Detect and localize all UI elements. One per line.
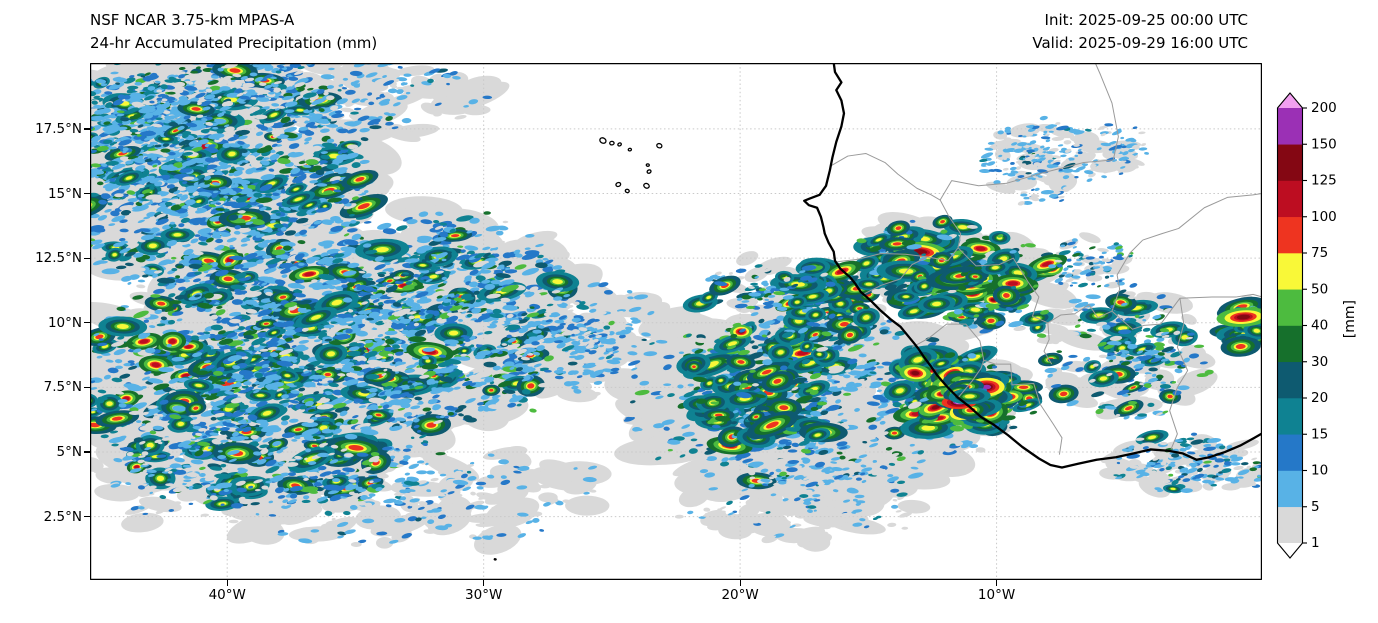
colorbar-segment xyxy=(1277,325,1303,363)
colorbar-segment xyxy=(1277,361,1303,399)
y-axis-tick-mark xyxy=(84,128,90,130)
precipitation-map-canvas xyxy=(90,63,1262,580)
valid-time-label: Valid: 2025-09-29 16:00 UTC xyxy=(1032,34,1248,52)
colorbar-segment xyxy=(1277,398,1303,435)
y-axis-tick-label: 10°N xyxy=(47,314,82,331)
colorbar-segment xyxy=(1277,144,1303,181)
colorbar-segment xyxy=(1277,108,1303,145)
y-axis-tick-label: 5°N xyxy=(56,444,82,461)
x-axis-tick-label: 40°W xyxy=(208,587,246,603)
y-axis-tick-label: 2.5°N xyxy=(43,508,82,525)
colorbar-tick-label: 15 xyxy=(1311,426,1328,442)
y-axis-tick-mark xyxy=(84,516,90,518)
colorbar-segment xyxy=(1277,506,1303,544)
colorbar-segment xyxy=(1277,180,1303,218)
model-title: NSF NCAR 3.75-km MPAS-A xyxy=(90,11,295,29)
plot-title-block: NSF NCAR 3.75-km MPAS-A 24-hr Accumulate… xyxy=(90,9,377,55)
y-axis-tick-mark xyxy=(84,257,90,259)
x-axis-tick-mark xyxy=(483,580,485,586)
init-time-label: Init: 2025-09-25 00:00 UTC xyxy=(1044,11,1248,29)
colorbar-tick-label: 5 xyxy=(1311,499,1320,515)
x-axis-tick-label: 20°W xyxy=(721,587,759,603)
colorbar-tick-label: 150 xyxy=(1311,136,1337,152)
y-axis-tick-label: 12.5°N xyxy=(35,250,82,267)
x-axis-tick-mark xyxy=(995,580,998,586)
colorbar-tick-label: 100 xyxy=(1311,209,1337,225)
y-axis-tick-mark xyxy=(84,386,90,388)
colorbar-unit-label: [mm] xyxy=(1342,300,1358,339)
y-axis-tick-mark xyxy=(84,322,90,324)
x-axis-tick-label: 10°W xyxy=(977,587,1016,603)
colorbar-segment xyxy=(1277,253,1303,290)
colorbar-tick-label: 50 xyxy=(1311,281,1328,297)
colorbar-tick-label: 75 xyxy=(1311,245,1328,261)
colorbar-segment xyxy=(1277,289,1303,326)
plot-subtitle: 24-hr Accumulated Precipitation (mm) xyxy=(90,34,378,52)
y-axis-tick-mark xyxy=(84,192,90,195)
x-axis-tick-mark xyxy=(739,580,741,586)
colorbar-tick-label: 125 xyxy=(1311,173,1337,189)
x-axis-tick-mark xyxy=(226,580,228,586)
colorbar-tick-label: 1 xyxy=(1311,535,1320,551)
y-axis-tick-label: 15°N xyxy=(47,185,82,202)
colorbar-tick-label: 20 xyxy=(1311,390,1328,406)
y-axis-tick-label: 17.5°N xyxy=(35,120,82,137)
colorbar-tick-label: 200 xyxy=(1311,100,1337,116)
y-axis-tick-mark xyxy=(84,451,90,453)
x-axis-tick-label: 30°W xyxy=(465,587,503,603)
map-plot-area xyxy=(90,63,1262,580)
colorbar-under-arrow xyxy=(1277,543,1303,558)
colorbar-segment xyxy=(1277,216,1303,254)
colorbar-segment xyxy=(1277,434,1303,471)
colorbar-tick-label: 30 xyxy=(1311,354,1328,370)
colorbar-over-arrow xyxy=(1277,93,1303,108)
run-time-block: Init: 2025-09-25 00:00 UTC Valid: 2025-0… xyxy=(1032,9,1248,55)
y-axis-tick-label: 7.5°N xyxy=(43,379,82,396)
colorbar-tick-label: 40 xyxy=(1311,318,1328,334)
colorbar-segment xyxy=(1277,470,1303,508)
colorbar-tick-label: 10 xyxy=(1311,463,1328,479)
